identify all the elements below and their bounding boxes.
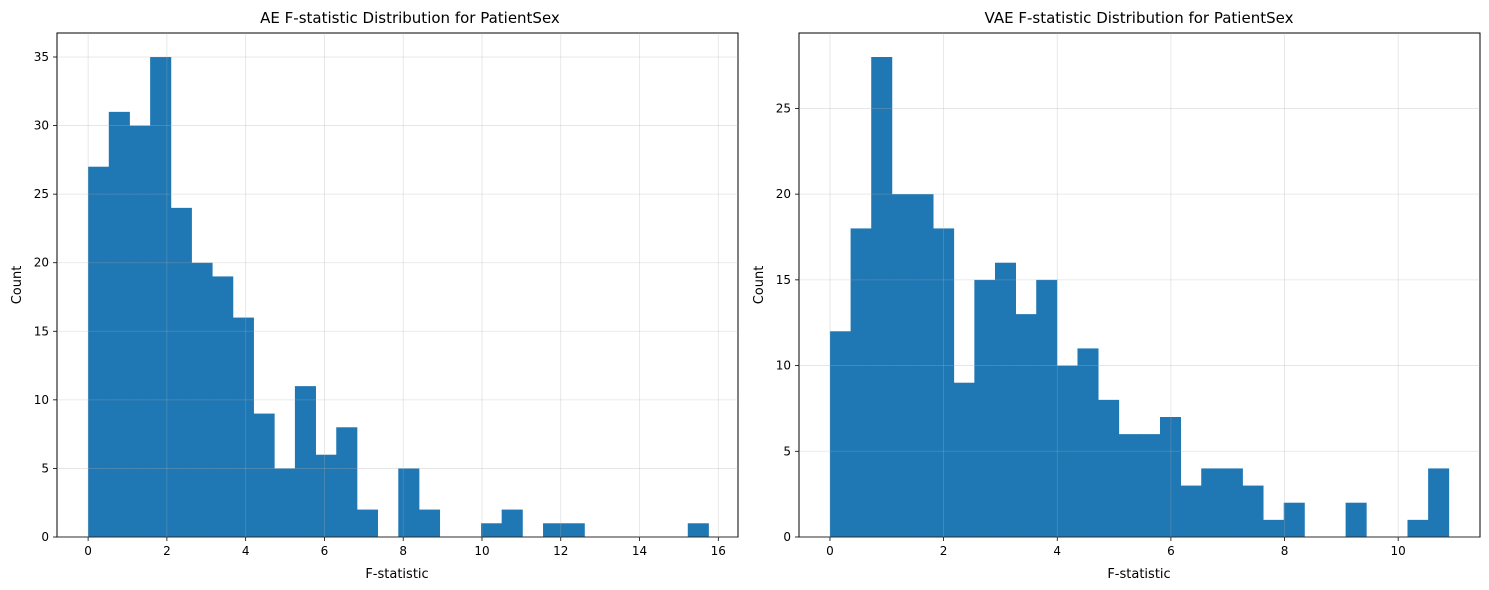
ae-x-axis-label: F-statistic bbox=[365, 567, 428, 582]
ae-bar bbox=[563, 523, 585, 537]
vae-y-tick-label: 10 bbox=[776, 359, 791, 373]
vae-bar bbox=[953, 382, 975, 537]
ae-y-axis-label: Count bbox=[10, 266, 25, 305]
vae-bar bbox=[1118, 434, 1140, 537]
ae-bar bbox=[88, 166, 110, 537]
vae-bar bbox=[1036, 279, 1058, 537]
vae-bar bbox=[1242, 485, 1264, 537]
vae-bar bbox=[1098, 399, 1120, 537]
vae-bar bbox=[994, 262, 1017, 537]
vae-bar bbox=[891, 194, 913, 537]
ae-bar bbox=[108, 111, 130, 537]
vae-bars bbox=[829, 57, 1450, 537]
ae-y-tick-label: 35 bbox=[34, 50, 49, 64]
ae-x-tick-label: 12 bbox=[553, 544, 568, 558]
vae-bar bbox=[1015, 314, 1037, 537]
vae-y-axis-label: Count bbox=[752, 266, 767, 305]
vae-bar bbox=[1201, 468, 1223, 537]
ae-bar bbox=[129, 125, 151, 538]
vae-bar bbox=[1283, 502, 1305, 537]
vae-chart-title: VAE F-statistic Distribution for Patient… bbox=[985, 9, 1294, 27]
vae-bar bbox=[1159, 417, 1182, 537]
ae-bar bbox=[294, 386, 316, 537]
ae-chart-title: AE F-statistic Distribution for PatientS… bbox=[260, 9, 560, 27]
ae-x-tick-label: 2 bbox=[163, 544, 171, 558]
vae-x-tick-label: 8 bbox=[1281, 544, 1289, 558]
ae-bar bbox=[191, 262, 213, 537]
vae-y-tick-label: 0 bbox=[783, 530, 791, 544]
vae-bar bbox=[1345, 502, 1367, 537]
vae-x-tick-label: 4 bbox=[1053, 544, 1061, 558]
vae-bar bbox=[850, 228, 872, 537]
ae-bar bbox=[687, 523, 709, 537]
ae-plot-frame bbox=[56, 32, 739, 538]
ae-y-ticks: 0 5 10 15 20 25 30 35 bbox=[34, 50, 57, 544]
ae-bar bbox=[501, 509, 523, 537]
vae-x-tick-label: 6 bbox=[1167, 544, 1175, 558]
ae-y-tick-label: 20 bbox=[34, 256, 49, 270]
vae-bar bbox=[871, 57, 893, 537]
ae-bar bbox=[232, 317, 254, 537]
vae-y-tick-label: 5 bbox=[783, 444, 791, 458]
ae-bar bbox=[418, 509, 441, 537]
ae-bar bbox=[336, 427, 358, 537]
ae-bar bbox=[170, 207, 192, 537]
ae-grid bbox=[57, 33, 738, 538]
vae-bar bbox=[1180, 485, 1202, 537]
ae-histogram: AE F-statistic Distribution for PatientS… bbox=[10, 9, 739, 582]
vae-bar bbox=[1221, 468, 1243, 537]
ae-x-ticks: 0 2 4 6 8 10 12 14 16 bbox=[84, 537, 726, 558]
ae-bar bbox=[315, 454, 337, 537]
ae-y-tick-label: 15 bbox=[34, 324, 49, 338]
vae-x-ticks: 0 2 4 6 8 10 bbox=[826, 537, 1406, 558]
ae-x-tick-label: 8 bbox=[399, 544, 407, 558]
ae-x-tick-label: 14 bbox=[632, 544, 647, 558]
ae-bar bbox=[274, 468, 296, 537]
ae-x-tick-label: 0 bbox=[84, 544, 92, 558]
vae-bar bbox=[1077, 348, 1099, 537]
ae-y-tick-label: 10 bbox=[34, 393, 49, 407]
vae-x-tick-label: 0 bbox=[826, 544, 834, 558]
vae-histogram: VAE F-statistic Distribution for Patient… bbox=[752, 9, 1481, 582]
ae-bar bbox=[150, 57, 172, 537]
ae-y-tick-label: 30 bbox=[34, 119, 49, 133]
ae-bar bbox=[543, 523, 565, 537]
ae-bar bbox=[481, 523, 503, 537]
ae-x-tick-label: 10 bbox=[474, 544, 489, 558]
vae-bar bbox=[1263, 519, 1285, 537]
ae-y-tick-label: 25 bbox=[34, 187, 49, 201]
ae-x-tick-label: 4 bbox=[242, 544, 250, 558]
vae-x-tick-label: 2 bbox=[940, 544, 948, 558]
vae-bar bbox=[1407, 519, 1429, 537]
vae-y-tick-label: 15 bbox=[776, 273, 791, 287]
ae-x-tick-label: 6 bbox=[321, 544, 329, 558]
vae-bar bbox=[974, 279, 996, 537]
vae-y-ticks: 0 5 10 15 20 25 bbox=[776, 101, 799, 544]
ae-x-tick-label: 16 bbox=[711, 544, 726, 558]
ae-y-tick-label: 0 bbox=[41, 530, 49, 544]
ae-bars bbox=[88, 57, 709, 538]
vae-plot-frame bbox=[798, 32, 1481, 538]
vae-bar bbox=[829, 331, 851, 537]
ae-y-tick-label: 5 bbox=[41, 461, 49, 475]
vae-bar bbox=[1139, 434, 1161, 537]
vae-bar bbox=[1428, 468, 1450, 537]
ae-bar bbox=[253, 413, 275, 537]
vae-bar bbox=[933, 228, 955, 537]
vae-y-tick-label: 20 bbox=[776, 187, 791, 201]
vae-x-tick-label: 10 bbox=[1391, 544, 1406, 558]
vae-y-tick-label: 25 bbox=[776, 101, 791, 115]
vae-bar bbox=[1056, 365, 1078, 537]
vae-bar bbox=[912, 194, 934, 537]
ae-bar bbox=[398, 468, 420, 537]
vae-grid bbox=[799, 33, 1480, 538]
ae-bar bbox=[212, 276, 234, 537]
vae-x-axis-label: F-statistic bbox=[1107, 567, 1170, 582]
ae-bar bbox=[356, 509, 379, 537]
